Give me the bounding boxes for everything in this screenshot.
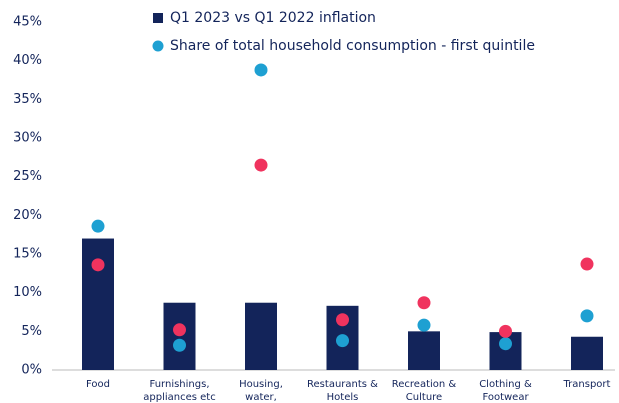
- bar: [163, 302, 196, 370]
- x-tick-label: Food: [86, 379, 110, 390]
- dot: [499, 324, 512, 338]
- dot: [91, 258, 105, 272]
- legend-label: Q1 2023 vs Q1 2022 inflation: [170, 10, 376, 26]
- dot: [91, 219, 105, 233]
- dot: [254, 63, 268, 77]
- y-tick-label: 0%: [21, 363, 42, 378]
- bar: [82, 238, 114, 370]
- legend-swatch: [152, 40, 164, 52]
- x-tick-label: Transport: [563, 379, 611, 390]
- dot: [580, 257, 594, 271]
- x-tick-label: Recreation & Culture: [391, 379, 457, 403]
- dot: [499, 337, 512, 351]
- legend-swatch: [153, 13, 163, 23]
- y-tick-label: 5%: [21, 324, 42, 339]
- bar: [408, 331, 440, 370]
- y-tick-label: 30%: [13, 131, 42, 146]
- y-tick-label: 45%: [13, 15, 42, 30]
- dot: [254, 158, 268, 172]
- x-tick-label: Clothing & Footwear: [479, 379, 532, 403]
- dot: [580, 309, 594, 323]
- x-tick-label: Furnishings, appliances etc: [143, 379, 216, 403]
- y-tick-label: 35%: [13, 92, 42, 107]
- dot: [336, 334, 349, 348]
- y-tick-label: 15%: [13, 247, 42, 262]
- dot: [173, 338, 186, 352]
- dot: [173, 323, 186, 337]
- y-tick-label: 20%: [13, 208, 42, 223]
- y-tick-label: 25%: [13, 169, 42, 184]
- bar: [245, 302, 277, 370]
- dot: [417, 318, 431, 332]
- legend-label: Share of total household consumption - f…: [170, 38, 535, 54]
- bar: [571, 336, 603, 370]
- x-tick-label: Housing, water, electricity etc: [239, 379, 283, 403]
- y-tick-label: 10%: [13, 285, 42, 300]
- y-tick-label: 40%: [13, 53, 42, 68]
- dot: [417, 296, 431, 310]
- x-tick-label: Restaurants & Hotels: [307, 379, 378, 403]
- dot: [336, 313, 349, 327]
